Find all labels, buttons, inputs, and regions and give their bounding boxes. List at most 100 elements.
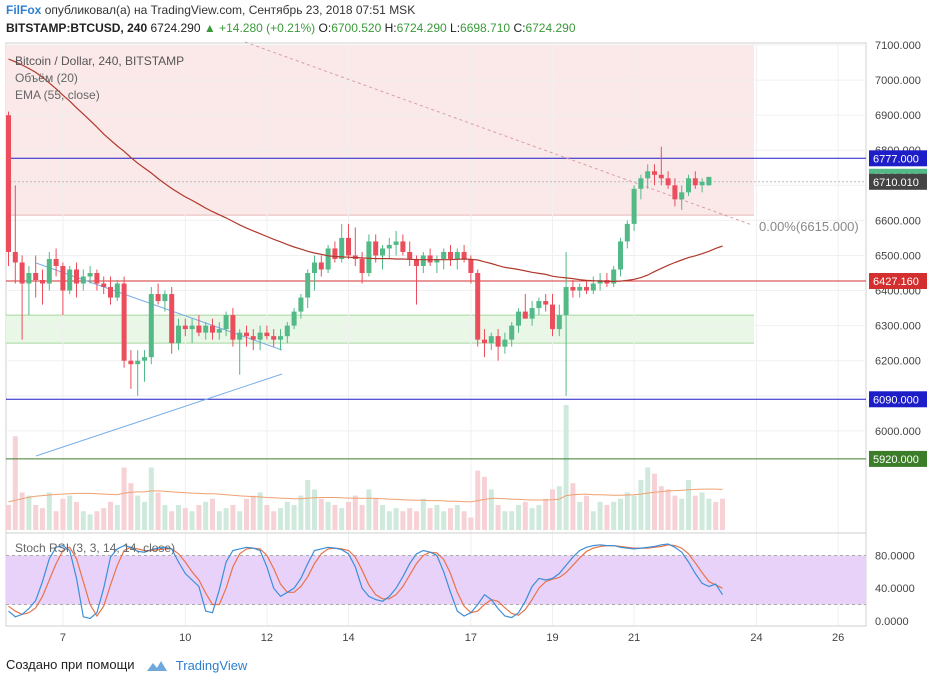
candle[interactable]	[60, 262, 66, 316]
candle[interactable]	[706, 176, 712, 186]
candles[interactable]	[6, 111, 712, 396]
author-name[interactable]: FilFox	[6, 3, 42, 17]
candle[interactable]	[230, 308, 236, 347]
candle-body[interactable]	[284, 325, 290, 337]
candle[interactable]	[692, 171, 698, 189]
candle[interactable]	[645, 164, 651, 189]
candle-body[interactable]	[414, 258, 419, 266]
candle-body[interactable]	[393, 241, 399, 245]
candle[interactable]	[543, 294, 549, 312]
candle-body[interactable]	[584, 287, 589, 291]
candle[interactable]	[618, 237, 623, 277]
candle-body[interactable]	[407, 251, 413, 259]
candle[interactable]	[305, 269, 311, 309]
candle[interactable]	[278, 329, 283, 351]
candle-body[interactable]	[257, 332, 263, 340]
candle-body[interactable]	[74, 269, 79, 284]
candle-body[interactable]	[339, 237, 345, 259]
candle[interactable]	[420, 251, 426, 273]
candle[interactable]	[427, 248, 433, 266]
candle-body[interactable]	[26, 273, 32, 284]
candle-body[interactable]	[652, 171, 657, 175]
candle[interactable]	[509, 322, 515, 347]
candle[interactable]	[196, 315, 202, 337]
candle[interactable]	[332, 241, 338, 263]
candle[interactable]	[237, 329, 243, 375]
candle[interactable]	[434, 255, 440, 273]
candle[interactable]	[67, 265, 73, 295]
candle-body[interactable]	[522, 311, 528, 319]
candle[interactable]	[461, 244, 467, 263]
candle[interactable]	[216, 322, 222, 340]
stoch-rsi-pane[interactable]	[6, 543, 866, 620]
candle[interactable]	[169, 287, 175, 354]
candle-body[interactable]	[46, 258, 52, 284]
tradingview-link[interactable]: TradingView	[175, 658, 248, 674]
price-chart[interactable]: 0.00%(6615.000) Bitcoin / Dollar, 240, B…	[0, 0, 939, 655]
candle-body[interactable]	[196, 325, 202, 333]
candle-body[interactable]	[509, 325, 515, 340]
candle-body[interactable]	[223, 315, 229, 330]
candle[interactable]	[53, 248, 59, 277]
candle[interactable]	[570, 280, 576, 298]
candle-body[interactable]	[101, 283, 107, 288]
candle-body[interactable]	[6, 115, 11, 252]
candle-body[interactable]	[244, 332, 249, 337]
candle-body[interactable]	[577, 287, 583, 291]
candle[interactable]	[271, 329, 277, 347]
candle-body[interactable]	[380, 248, 385, 256]
price-axis[interactable]: 6000.0006100.0006200.0006300.0006400.000…	[869, 40, 927, 628]
candle[interactable]	[400, 234, 406, 256]
candle[interactable]	[658, 146, 664, 186]
candle[interactable]	[284, 322, 290, 344]
candle-body[interactable]	[461, 251, 467, 259]
price-label-tag[interactable]: 6777.000	[869, 150, 927, 167]
candle-body[interactable]	[40, 280, 45, 284]
candle-body[interactable]	[60, 265, 66, 291]
price-label-tag[interactable]: 6090.000	[869, 391, 927, 408]
candle[interactable]	[257, 325, 263, 351]
candle[interactable]	[121, 276, 127, 368]
candle[interactable]	[114, 280, 120, 302]
candle[interactable]	[101, 276, 107, 295]
tradingview-logo-icon[interactable]	[146, 659, 168, 673]
candle-body[interactable]	[155, 294, 161, 302]
candle[interactable]	[318, 255, 324, 277]
candle[interactable]	[624, 220, 630, 249]
candle[interactable]	[631, 185, 637, 231]
candle[interactable]	[291, 308, 297, 330]
candle[interactable]	[516, 308, 521, 333]
candle[interactable]	[244, 325, 249, 347]
candle-body[interactable]	[590, 283, 596, 291]
candle-body[interactable]	[543, 301, 549, 305]
candle-body[interactable]	[454, 251, 460, 259]
candle-body[interactable]	[611, 269, 617, 284]
candle[interactable]	[203, 322, 209, 340]
candle[interactable]	[590, 276, 596, 295]
candle[interactable]	[346, 223, 351, 259]
candle-body[interactable]	[570, 287, 576, 291]
candle-body[interactable]	[638, 178, 644, 189]
candle[interactable]	[475, 269, 481, 347]
candle-body[interactable]	[189, 325, 195, 330]
candle-body[interactable]	[318, 262, 324, 270]
candle-body[interactable]	[148, 294, 154, 358]
candle-body[interactable]	[176, 325, 181, 344]
candle[interactable]	[176, 318, 181, 351]
candle-body[interactable]	[53, 258, 59, 266]
candle-body[interactable]	[33, 273, 39, 281]
candle-body[interactable]	[67, 269, 73, 291]
candle-body[interactable]	[250, 336, 256, 340]
candle[interactable]	[128, 350, 134, 389]
candle-body[interactable]	[108, 287, 113, 298]
candle-body[interactable]	[672, 185, 678, 200]
candle[interactable]	[536, 297, 542, 316]
price-label-tag[interactable]: 5920.000	[869, 450, 927, 467]
candle-body[interactable]	[332, 248, 338, 259]
candle[interactable]	[339, 223, 345, 263]
candle[interactable]	[6, 111, 11, 266]
candle[interactable]	[414, 255, 419, 305]
candle[interactable]	[386, 237, 392, 259]
candle-body[interactable]	[12, 251, 18, 263]
price-label-tag[interactable]: 6710.010	[869, 173, 927, 190]
